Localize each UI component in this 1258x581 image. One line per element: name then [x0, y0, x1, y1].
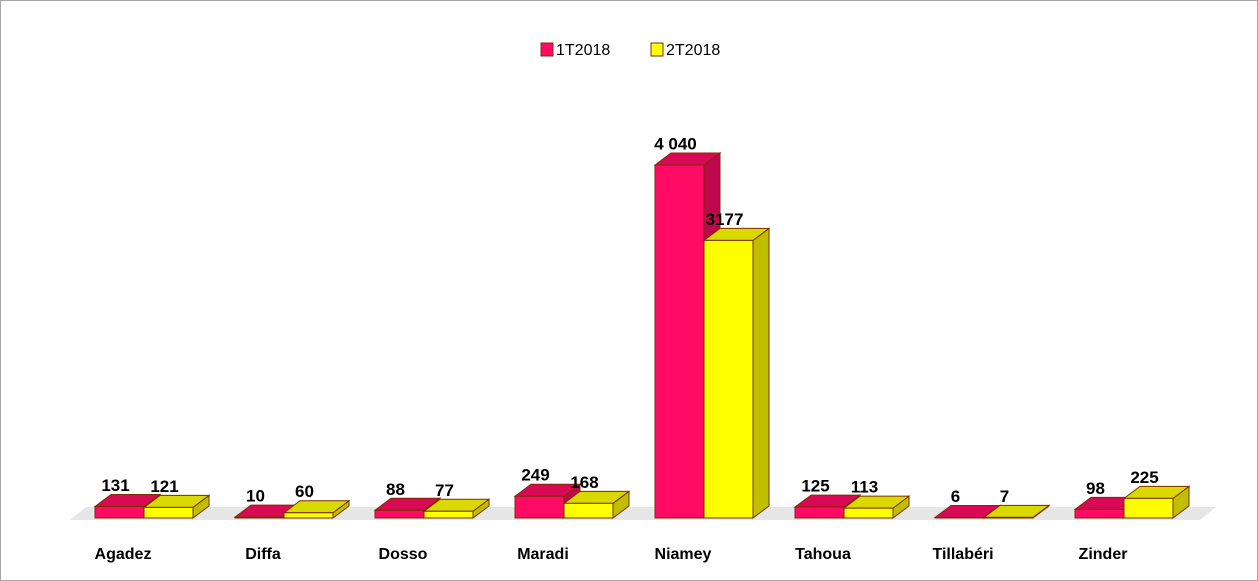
bar-front — [703, 239, 754, 519]
data-label: 98 — [1086, 479, 1105, 498]
data-label: 7 — [1000, 487, 1009, 506]
data-label: 10 — [246, 487, 265, 506]
data-label: 249 — [521, 466, 549, 485]
bar-front — [514, 495, 565, 519]
data-label: 125 — [801, 477, 829, 496]
bar-front — [794, 506, 845, 519]
data-label: 113 — [851, 478, 878, 497]
data-label: 60 — [295, 482, 314, 501]
bar — [982, 504, 1051, 519]
bar-front — [374, 509, 425, 519]
data-label: 131 — [101, 476, 129, 495]
bar-front — [563, 502, 614, 519]
bar-front — [1123, 497, 1174, 519]
bar — [1122, 485, 1191, 519]
bar-front — [843, 507, 894, 519]
data-label: 168 — [570, 473, 598, 492]
bar-front — [423, 510, 474, 519]
bar-front — [94, 506, 145, 519]
data-label: 225 — [1130, 468, 1158, 487]
x-tick-label: Diffa — [245, 546, 281, 563]
data-label: 3177 — [706, 210, 744, 229]
bar-front — [983, 516, 1034, 519]
legend-label: 1T2018 — [556, 42, 610, 59]
bar — [842, 495, 911, 519]
bar — [702, 227, 771, 519]
x-tick-label: Niamey — [655, 546, 712, 563]
x-tick-label: Tahoua — [795, 546, 851, 563]
data-label: 4 040 — [654, 134, 697, 153]
legend-swatch — [650, 42, 664, 57]
bar-side — [752, 227, 770, 519]
bar-front — [234, 516, 285, 519]
bar — [422, 498, 491, 519]
x-tick-label: Maradi — [517, 546, 569, 563]
bar-front — [1074, 508, 1125, 519]
bar-front — [143, 506, 194, 519]
bar — [562, 490, 631, 519]
bar — [282, 499, 351, 519]
x-tick-label: Tillabéri — [932, 546, 993, 563]
bar — [142, 494, 211, 519]
data-label: 88 — [386, 480, 405, 499]
x-tick-label: Agadez — [95, 546, 152, 563]
x-tick-label: Dosso — [379, 546, 428, 563]
data-label: 121 — [150, 477, 178, 496]
legend-swatch — [540, 42, 554, 57]
data-label: 6 — [951, 487, 960, 506]
legend-label: 2T2018 — [666, 42, 720, 59]
bar-front — [654, 164, 705, 519]
floor — [70, 507, 1216, 520]
x-tick-label: Zinder — [1079, 546, 1128, 563]
data-label: 77 — [435, 481, 454, 500]
bar-front — [934, 516, 985, 519]
bar-front — [283, 512, 334, 519]
